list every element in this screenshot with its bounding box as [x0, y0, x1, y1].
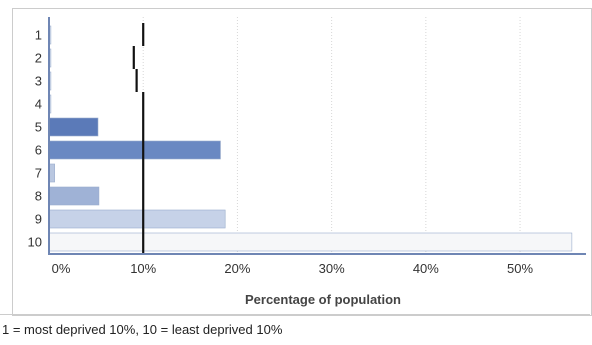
x-tick-labels: 0% 10% 20% 30% 40% 50%	[52, 261, 534, 276]
bar-5	[48, 117, 99, 137]
bar-6	[48, 140, 221, 160]
y-tick-label-4: 4	[35, 97, 42, 112]
bar-chart: 1 2 3 4 5 6 7 8 9 10 0% 10% 20% 30% 40% 50% Percentage…	[28, 17, 586, 307]
x-tick-label-1: 10%	[130, 261, 156, 276]
x-tick-label-3: 30%	[319, 261, 345, 276]
axes	[48, 17, 586, 255]
y-tick-label-6: 6	[35, 143, 42, 158]
x-tick-label-2: 20%	[224, 261, 250, 276]
y-tick-label-1: 1	[35, 28, 42, 43]
chart-title-cut	[0, 0, 592, 6]
x-tick-label-4: 40%	[413, 261, 439, 276]
x-tick-label-5: 50%	[507, 261, 533, 276]
x-axis-title: Percentage of population	[245, 292, 401, 307]
bar-10	[48, 232, 573, 252]
y-tick-label-2: 2	[35, 51, 42, 66]
reference-markers	[132, 23, 145, 253]
y-tick-label-10: 10	[28, 235, 42, 250]
y-tick-label-3: 3	[35, 74, 42, 89]
chart-panel: 1 2 3 4 5 6 7 8 9 10 0% 10% 20% 30% 40% 50% Percentage…	[12, 8, 592, 316]
y-tick-labels: 1 2 3 4 5 6 7 8 9 10	[28, 28, 42, 250]
bars	[48, 25, 573, 252]
y-tick-label-9: 9	[35, 212, 42, 227]
y-tick-label-5: 5	[35, 120, 42, 135]
y-tick-label-8: 8	[35, 189, 42, 204]
footnote: 1 = most deprived 10%, 10 = least depriv…	[0, 314, 590, 344]
bar-8	[48, 186, 100, 206]
bar-9	[48, 209, 226, 229]
y-tick-label-7: 7	[35, 166, 42, 181]
x-tick-label-0: 0%	[52, 261, 71, 276]
